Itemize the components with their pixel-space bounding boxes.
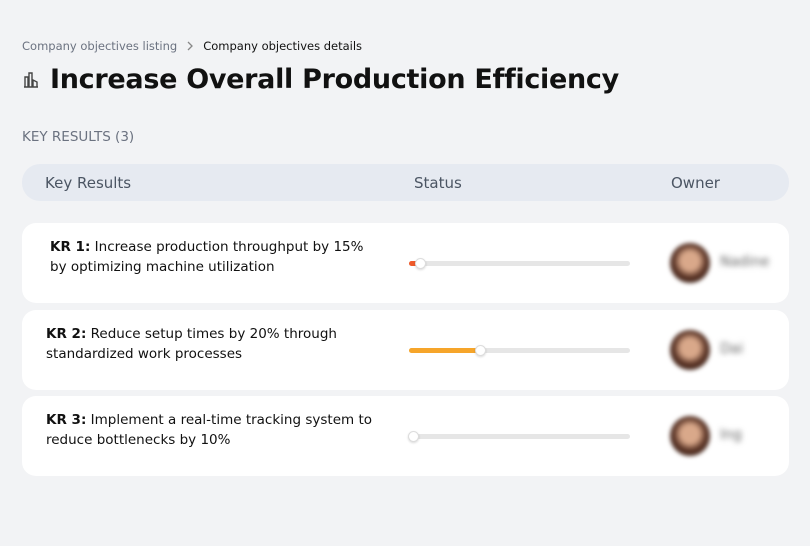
progress-knob (474, 345, 486, 356)
key-result-row[interactable]: KR 2: Reduce setup times by 20% through … (22, 310, 789, 390)
owner-name: Ing (720, 427, 742, 443)
key-result-row[interactable]: KR 1: Increase production throughput by … (22, 223, 789, 303)
column-header: Key Results (45, 174, 132, 192)
key-result-row[interactable]: KR 3: Implement a real-time tracking sys… (22, 396, 789, 476)
kr-text: Implement a real-time tracking system to… (46, 412, 372, 448)
kr-text: Increase production throughput by 15% by… (50, 239, 364, 275)
column-header: Status (414, 174, 462, 192)
owner-avatar (670, 243, 710, 283)
chevron (187, 41, 194, 51)
owner-name: Dai (720, 341, 744, 357)
progress-knob (415, 258, 427, 269)
column-header: Owner (671, 174, 720, 192)
breadcrumb-link[interactable]: Company objectives listing (22, 39, 178, 53)
progress-fill (409, 348, 480, 353)
progress-track (409, 345, 630, 356)
factory-icon (24, 71, 38, 88)
key-result: KR 2: Reduce setup times by 20% through … (46, 324, 376, 364)
title-text: Increase Overall Production Efficiency (50, 64, 619, 95)
breadcrumb-current: Company objectives details (203, 39, 363, 53)
breadcrumb: Company objectives listing Company objec… (22, 39, 362, 53)
progress-fill (409, 261, 421, 266)
key-result: KR 1: Increase production throughput by … (50, 237, 380, 277)
owner-avatar (670, 416, 710, 456)
table-header: Key Results Status Owner (22, 164, 789, 201)
page-title: Increase Overall Production Efficiency (22, 64, 619, 95)
owner-avatar (670, 330, 710, 370)
kr-label: KR 1: (50, 239, 91, 255)
progress-track (409, 258, 630, 269)
kr-text: Reduce setup times by 20% through standa… (46, 326, 337, 362)
progress-track (408, 431, 630, 442)
progress-knob (408, 431, 420, 442)
key-result: KR 3: Implement a real-time tracking sys… (46, 410, 376, 450)
kr-label: KR 3: (46, 412, 87, 428)
section-title: KEY RESULTS (3) (22, 129, 135, 145)
kr-label: KR 2: (46, 326, 87, 342)
owner-name: Nadine (720, 254, 770, 270)
